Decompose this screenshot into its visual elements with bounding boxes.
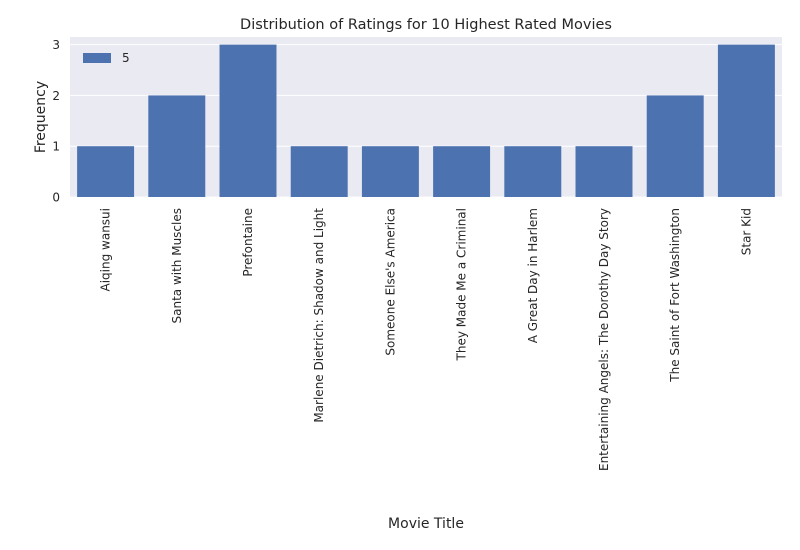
y-tick-label: 0 [52, 191, 60, 205]
x-tick-labels: Aiqing wansui Santa with Muscles Prefontai… [99, 208, 754, 471]
bar [646, 95, 704, 197]
bar [504, 146, 562, 197]
chart-title: Distribution of Ratings for 10 Highest R… [240, 17, 612, 33]
y-tick-labels: 0 1 2 3 [52, 38, 60, 204]
x-tick-label: Prefontaine [241, 208, 255, 277]
bars [77, 44, 775, 197]
legend-swatch [83, 53, 111, 63]
x-tick-label: Marlene Dietrich: Shadow and Light [312, 208, 326, 423]
y-tick-label: 2 [52, 89, 60, 103]
bar [77, 146, 135, 197]
bar [148, 95, 206, 197]
y-tick-label: 3 [52, 38, 60, 52]
bar [219, 44, 277, 197]
bar [717, 44, 775, 197]
bar [433, 146, 491, 197]
bar [361, 146, 419, 197]
x-tick-label: Star Kid [739, 208, 753, 255]
x-tick-label: The Saint of Fort Washington [668, 208, 682, 383]
x-tick-label: Someone Else's America [383, 208, 397, 356]
y-tick-label: 1 [52, 140, 60, 154]
x-axis-label: Movie Title [388, 516, 464, 532]
x-tick-label: They Made Me a Criminal [455, 208, 469, 361]
legend: 5 [83, 51, 130, 65]
x-tick-label: A Great Day in Harlem [526, 208, 540, 343]
x-tick-label: Entertaining Angels: The Dorothy Day Sto… [597, 208, 611, 471]
x-tick-label: Santa with Muscles [170, 208, 184, 324]
bar [290, 146, 348, 197]
y-axis-label: Frequency [33, 81, 49, 153]
legend-label: 5 [122, 51, 130, 65]
bar [575, 146, 633, 197]
x-tick-label: Aiqing wansui [99, 208, 113, 292]
